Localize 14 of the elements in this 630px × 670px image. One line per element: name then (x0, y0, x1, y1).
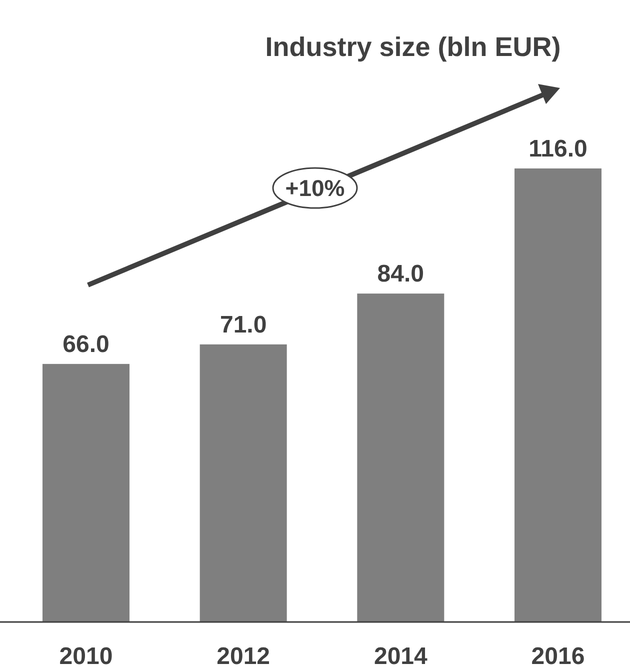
data-label: 66.0 (62, 330, 110, 358)
data-label: 71.0 (220, 311, 267, 338)
x-tick-label: 2012 (216, 643, 270, 670)
bar (42, 364, 130, 622)
data-label: 116.0 (528, 135, 588, 162)
annotation: +10% (285, 175, 345, 201)
x-tick-label: 2016 (531, 643, 585, 670)
x-tick-label: 2014 (374, 643, 428, 670)
bar (200, 344, 287, 622)
bar (514, 168, 602, 622)
bar (357, 294, 444, 622)
x-tick-label: 2010 (59, 643, 113, 670)
chart-title: Industry size (bln EUR) (265, 32, 561, 62)
data-label: 84.0 (377, 260, 424, 288)
